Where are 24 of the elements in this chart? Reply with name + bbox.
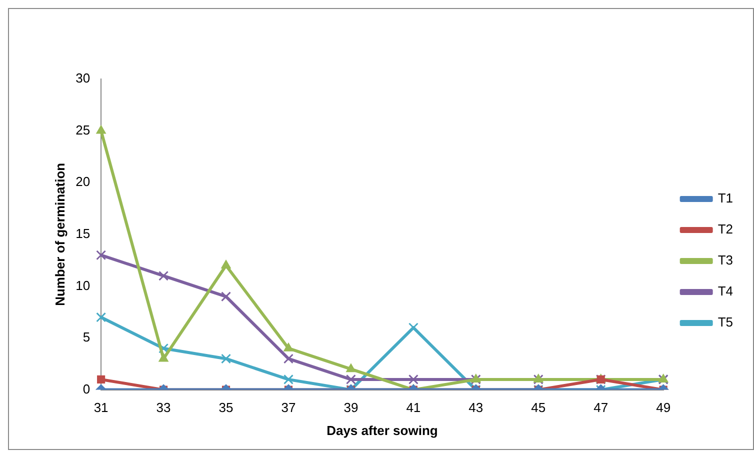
legend-label: T5 bbox=[718, 314, 733, 330]
x-tick-label: 47 bbox=[594, 400, 608, 416]
legend-label: T2 bbox=[718, 222, 733, 237]
x-tick-label: 39 bbox=[344, 400, 358, 416]
y-axis-title: Number of germination bbox=[52, 162, 68, 306]
x-tick-label: 33 bbox=[156, 400, 171, 416]
y-tick-label: 15 bbox=[76, 226, 90, 241]
x-tick-label: 31 bbox=[94, 400, 108, 416]
y-tick-label: 20 bbox=[76, 174, 90, 190]
legend-label: T4 bbox=[718, 284, 733, 299]
legend-label: T3 bbox=[718, 252, 733, 268]
legend-label: T1 bbox=[718, 190, 733, 206]
x-tick-label: 45 bbox=[531, 400, 546, 416]
x-tick-label: 43 bbox=[468, 400, 484, 416]
y-tick-label: 10 bbox=[76, 278, 90, 293]
x-tick-label: 41 bbox=[406, 400, 421, 416]
x-axis-title: Days after sowing bbox=[326, 422, 438, 438]
y-tick-label: 25 bbox=[76, 122, 90, 138]
x-tick-label: 35 bbox=[218, 400, 234, 416]
x-tick-label: 49 bbox=[656, 400, 671, 416]
y-tick-label: 30 bbox=[76, 70, 90, 86]
x-tick-label: 37 bbox=[281, 400, 296, 416]
y-tick-label: 0 bbox=[82, 381, 90, 396]
y-tick-label: 5 bbox=[82, 330, 90, 345]
